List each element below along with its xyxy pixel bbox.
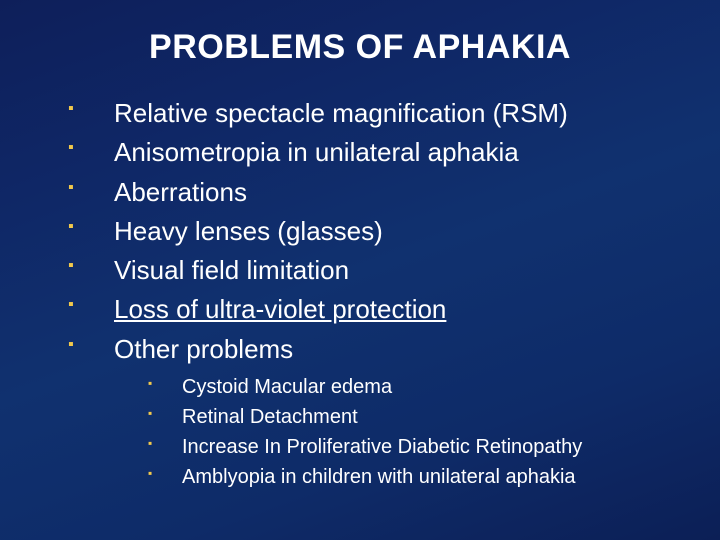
sub-list-item-text: Increase In Proliferative Diabetic Retin…	[182, 436, 582, 458]
list-item: Heavy lenses (glasses)	[68, 215, 720, 248]
sub-list-item-text: Amblyopia in children with unilateral ap…	[182, 466, 576, 488]
slide: PROBLEMS OF APHAKIA Relative spectacle m…	[0, 0, 720, 540]
list-item: Aberrations	[68, 176, 720, 209]
list-item: Other problems	[68, 333, 720, 366]
slide-title: PROBLEMS OF APHAKIA	[0, 28, 720, 67]
list-item-text: Anisometropia in unilateral aphakia	[114, 136, 519, 169]
sub-list-item: Amblyopia in children with unilateral ap…	[148, 464, 720, 490]
list-item-text: Heavy lenses (glasses)	[114, 215, 383, 248]
sub-list-item-text: Retinal Detachment	[182, 406, 358, 428]
list-item-text: Other problems	[114, 333, 293, 366]
main-bullet-list: Relative spectacle magnification (RSM) A…	[0, 97, 720, 366]
list-item-text: Aberrations	[114, 176, 247, 209]
list-item: Anisometropia in unilateral aphakia	[68, 136, 720, 169]
list-item: Visual field limitation	[68, 254, 720, 287]
sub-list-item: Retinal Detachment	[148, 404, 720, 430]
sub-list-item: Increase In Proliferative Diabetic Retin…	[148, 434, 720, 460]
sub-list-item: Cystoid Macular edema	[148, 374, 720, 400]
sub-list-item-text: Cystoid Macular edema	[182, 376, 392, 398]
list-item-text: Visual field limitation	[114, 254, 349, 287]
sub-bullet-list: Cystoid Macular edema Retinal Detachment…	[0, 374, 720, 490]
list-item-text: Relative spectacle magnification (RSM)	[114, 97, 568, 130]
list-item: Loss of ultra-violet protection	[68, 293, 720, 326]
list-item: Relative spectacle magnification (RSM)	[68, 97, 720, 130]
list-item-text-underlined: Loss of ultra-violet protection	[114, 293, 446, 326]
